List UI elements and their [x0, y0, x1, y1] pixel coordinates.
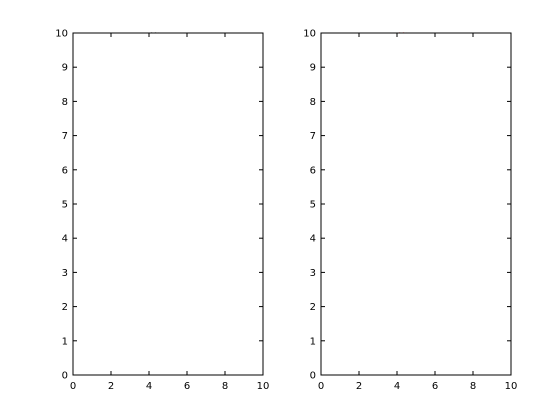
y-tick-label: 6 [310, 165, 316, 176]
x-tick-label: 10 [505, 381, 518, 392]
x-tick-label: 10 [257, 381, 270, 392]
y-tick-label: 8 [310, 97, 316, 108]
x-tick-label: 4 [394, 381, 400, 392]
y-tick-label: 5 [62, 200, 68, 211]
y-tick-label: 4 [62, 234, 68, 245]
y-tick-label: 0 [310, 371, 316, 382]
y-tick-label: 8 [62, 97, 68, 108]
x-tick-label: 4 [146, 381, 152, 392]
y-tick-label: 9 [310, 63, 316, 74]
y-tick-label: 5 [310, 200, 316, 211]
scatter-panel-right: 0 2 4 6 8 10 0 1 2 3 4 5 6 7 8 9 10 [303, 29, 517, 393]
x-tick-label: 0 [318, 381, 324, 392]
y-tick-label: 9 [62, 63, 68, 74]
y-tick-label: 2 [62, 302, 68, 313]
y-tick-label: 10 [303, 29, 316, 40]
y-tick-label: 0 [62, 371, 68, 382]
x-tick-label: 8 [470, 381, 476, 392]
x-tick-label: 0 [70, 381, 76, 392]
x-tick-label: 2 [108, 381, 114, 392]
axis-ticks: 0 2 4 6 8 10 0 1 2 3 4 5 6 7 8 9 10 [303, 29, 517, 393]
y-tick-label: 4 [310, 234, 316, 245]
x-tick-label: 2 [356, 381, 362, 392]
y-tick-label: 1 [310, 336, 316, 347]
y-tick-label: 2 [310, 302, 316, 313]
y-tick-label: 7 [310, 131, 316, 142]
plot-frame [72, 32, 264, 376]
x-tick-label: 6 [184, 381, 190, 392]
y-tick-label: 3 [310, 268, 316, 279]
y-tick-label: 7 [62, 131, 68, 142]
plot-frame [320, 32, 512, 376]
y-tick-label: 1 [62, 336, 68, 347]
axis-ticks: 0 2 4 6 8 10 0 1 2 3 4 5 6 7 8 9 10 [55, 29, 269, 393]
scatter-panel-left: 0 2 4 6 8 10 0 1 2 3 4 5 6 7 8 9 10 [55, 29, 269, 393]
y-tick-label: 6 [62, 165, 68, 176]
x-tick-label: 6 [432, 381, 438, 392]
y-tick-label: 3 [62, 268, 68, 279]
x-tick-label: 8 [222, 381, 228, 392]
y-tick-label: 10 [55, 29, 68, 40]
